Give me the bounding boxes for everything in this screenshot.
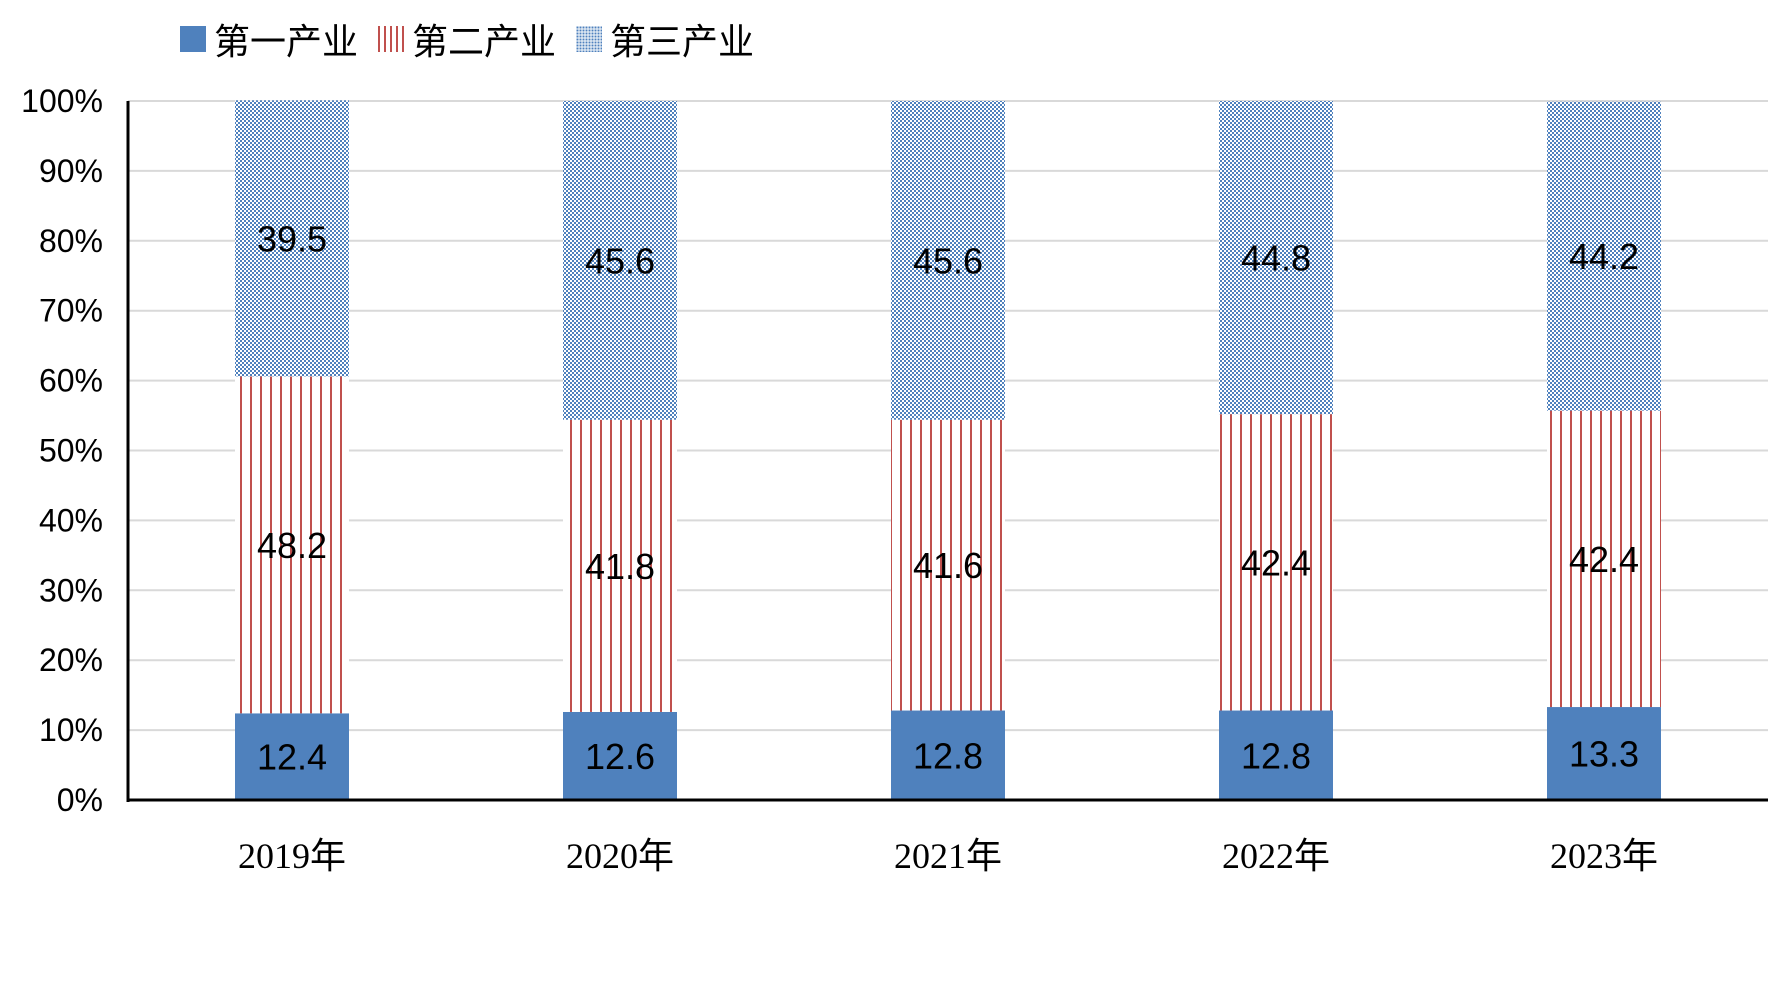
bar-segment [563,419,677,712]
bar-segment [1219,101,1333,415]
bar-segment [563,711,677,800]
y-tick-label: 20% [39,642,103,678]
legend-label-primary: 第一产业 [214,22,359,63]
bar-segment [1547,101,1661,411]
y-tick-label: 60% [39,363,103,399]
legend-label-tertiary: 第三产业 [610,22,755,63]
y-tick-label: 50% [39,433,103,469]
y-tick-label: 70% [39,293,103,329]
y-tick-label: 10% [39,712,103,748]
y-tick-label: 80% [39,223,103,259]
legend-item-tertiary: 第三产业 [576,14,754,64]
bar-segment [891,419,1005,711]
bar-segment [1547,410,1661,708]
bar-segment [891,710,1005,800]
axes [126,101,1768,802]
data-label: 12.8 [1241,735,1311,776]
data-label: 39.5 [257,218,327,259]
y-tick-label: 0% [57,782,103,818]
bar-segment [1219,414,1333,711]
bars [235,100,1661,800]
data-label: 41.8 [585,546,655,587]
x-tick-label: 2019年 [238,836,346,876]
y-tick-label: 40% [39,502,103,538]
x-tick-label: 2022年 [1222,836,1330,876]
data-label: 45.6 [913,240,983,281]
labels: 0% 10% 20% 30% 40% 50% 60% 70% 80% 90% 100% 12.4 48.… [21,83,1658,876]
legend-item-primary: 第一产业 [180,14,358,64]
x-tick-label: 2023年 [1550,836,1658,876]
data-label: 41.6 [913,545,983,586]
data-label: 44.8 [1241,238,1311,279]
data-label: 12.6 [585,736,655,777]
y-tick-label: 30% [39,572,103,608]
x-tick-label: 2020年 [566,836,674,876]
data-label: 45.6 [585,240,655,281]
data-label: 12.8 [913,735,983,776]
bar-segment [1219,710,1333,800]
bar-segment [235,713,349,800]
x-tick-label: 2021年 [894,836,1002,876]
bar-segment [563,101,677,420]
legend-swatch-lines-icon [378,26,404,52]
bar-segment [235,376,349,714]
data-label: 44.2 [1569,236,1639,277]
legend-swatch-solid-icon [180,26,206,52]
data-label: 42.4 [1569,539,1639,580]
y-tick-label: 90% [39,153,103,189]
bar-segment [1547,707,1661,800]
y-tick-label: 100% [21,83,103,119]
bar-segment [235,100,349,377]
data-label: 48.2 [257,525,327,566]
data-label: 12.4 [257,737,327,778]
data-label: 42.4 [1241,542,1311,583]
legend-label-secondary: 第二产业 [412,22,557,63]
data-label: 13.3 [1569,734,1639,775]
legend-swatch-dots-icon [576,26,602,52]
bar-segment [891,101,1005,420]
legend-item-secondary: 第二产业 [378,14,556,64]
